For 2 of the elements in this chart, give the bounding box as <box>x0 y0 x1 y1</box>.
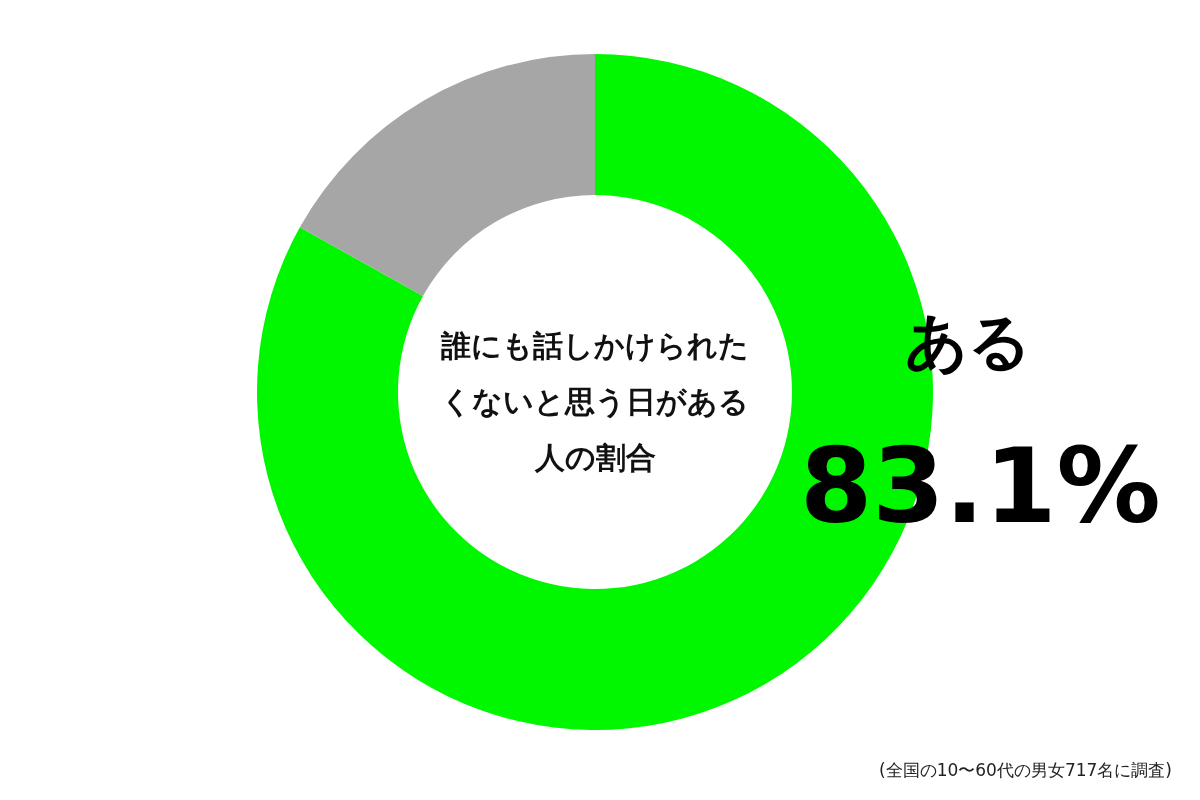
text: (全国の10〜60代の男女717名に調査) <box>879 759 1172 782</box>
text: 誰にも話しかけられたくないと思う日がある人の割合 <box>440 327 750 477</box>
